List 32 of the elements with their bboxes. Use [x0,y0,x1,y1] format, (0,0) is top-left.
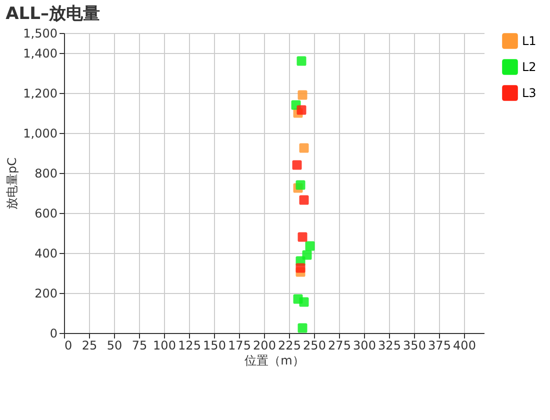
x-tick-label: 400 [453,338,476,352]
x-tick-label: 325 [378,338,401,352]
x-tick-label: 375 [428,338,451,352]
x-tick-label: 75 [132,338,148,352]
y-tick-label: 1,000 [23,126,58,140]
x-tick-label: 250 [303,338,326,352]
legend-label: L2 [522,60,536,74]
y-axis-title: 放电量pC [5,158,20,210]
x-tick-label: 350 [403,338,426,352]
y-tick-label: 600 [34,206,58,220]
y-tick-label: 1,400 [23,46,58,60]
y-tick-label: 400 [34,246,58,260]
legend-label: L3 [522,86,536,100]
x-tick-label: 25 [82,338,98,352]
x-tick-label: 175 [228,338,251,352]
x-tick-label: 200 [253,338,276,352]
x-tick-label: 0 [64,338,72,352]
y-tick-label: 1,500 [23,26,58,40]
x-tick-label: 50 [106,338,122,352]
y-tick-label: 800 [34,166,58,180]
x-tick-label: 225 [278,338,301,352]
x-tick-label: 300 [353,338,376,352]
x-tick-label: 100 [153,338,176,352]
x-tick-label: 150 [203,338,226,352]
x-tick-label: 125 [178,338,201,352]
y-tick-label: 1,200 [23,86,58,100]
x-axis-title: 位置（m） [244,354,304,368]
y-tick-label: 0 [50,326,58,340]
y-tick-label: 200 [34,286,58,300]
legend-label: L1 [522,34,536,48]
chart-title: ALL–放电量 [6,4,100,24]
x-tick-label: 275 [328,338,351,352]
